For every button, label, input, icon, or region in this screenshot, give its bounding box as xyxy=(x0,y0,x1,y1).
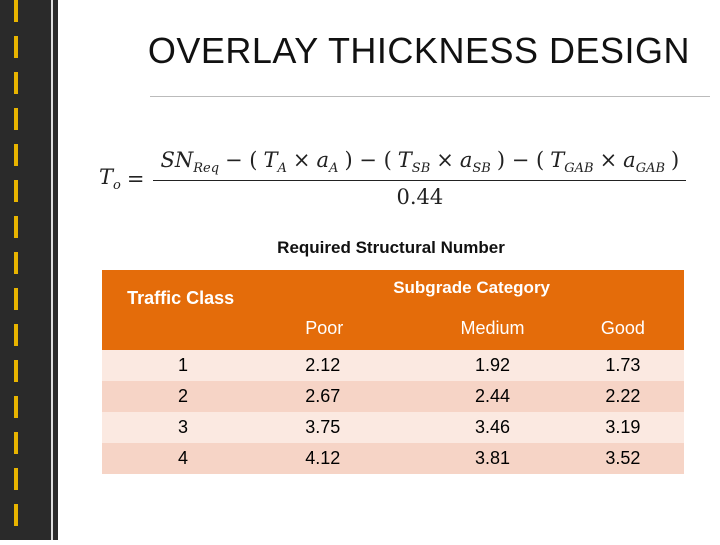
numerator: SNReq − (TA × aA) − (TSB × aSB) − (TGAB × aGAB) xyxy=(153,148,687,182)
formula-token: aSB xyxy=(460,148,491,176)
token-text: SN xyxy=(160,148,194,172)
formula-token: aA xyxy=(317,148,339,176)
token-text: − ( xyxy=(225,148,258,172)
slide-title: OVERLAY THICKNESS DESIGN xyxy=(147,30,690,71)
formula: To = SNReq − (TA × aA) − (TSB × aSB) − (TGAB × a… xyxy=(96,148,687,210)
table-cell: 3.46 xyxy=(423,412,562,443)
table-cell: 2.22 xyxy=(561,381,684,412)
table-cell: 1.73 xyxy=(561,350,684,381)
formula-token: TGAB xyxy=(550,148,593,176)
token-text: T xyxy=(550,148,565,172)
formula-token: ) − ( xyxy=(344,148,391,172)
token-subscript: SB xyxy=(411,161,431,177)
column-header: Poor xyxy=(259,306,424,350)
formula-token: ) xyxy=(671,148,679,172)
row-header: Traffic Class xyxy=(102,270,260,350)
token-subscript: o xyxy=(113,177,121,193)
table-cell: 1.92 xyxy=(423,350,562,381)
row-label: 2 xyxy=(102,381,260,412)
token-text: ) − ( xyxy=(496,148,545,172)
token-subscript: GAB xyxy=(564,161,594,177)
table-cell: 2.12 xyxy=(259,350,424,381)
token-text: a xyxy=(316,148,330,172)
denominator: 0.44 xyxy=(396,185,444,210)
token-text: T xyxy=(397,148,412,172)
group-header: Subgrade Category xyxy=(259,270,684,307)
table-row: 4 4.12 3.81 3.52 xyxy=(102,443,684,474)
table-cell: 3.19 xyxy=(561,412,684,443)
table-cell: 3.75 xyxy=(259,412,424,443)
formula-token: × xyxy=(293,148,311,172)
token-text: a xyxy=(623,148,636,172)
formula-token: aGAB xyxy=(623,148,665,176)
formula-token: To xyxy=(99,165,121,193)
token-text: T xyxy=(263,148,278,172)
token-text: × xyxy=(436,148,454,172)
token-subscript: A xyxy=(277,161,287,177)
formula-token: = xyxy=(127,167,145,191)
data-table: Traffic Class Subgrade Category Poor Medi… xyxy=(102,270,684,474)
column-header: Medium xyxy=(423,306,562,350)
token-text: ) − ( xyxy=(344,148,392,172)
row-label: 3 xyxy=(102,412,260,443)
table-row: 2 2.67 2.44 2.22 xyxy=(102,381,684,412)
row-label: 4 xyxy=(102,443,260,474)
token-subscript: Req xyxy=(193,161,220,177)
fraction: SNReq − (TA × aA) − (TSB × aSB) − (TGAB × aGAB)… xyxy=(153,148,687,210)
table-caption: Required Structural Number xyxy=(277,238,505,257)
road-lines xyxy=(14,0,53,540)
formula-token: ) − ( xyxy=(497,148,544,172)
formula-token: − ( xyxy=(225,148,257,172)
table-cell: 2.67 xyxy=(259,381,424,412)
formula-token: × xyxy=(436,148,454,172)
table-cell: 3.52 xyxy=(561,443,684,474)
formula-lhs: To = xyxy=(96,165,147,193)
token-text: a xyxy=(459,148,473,172)
table-row: 3 3.75 3.46 3.19 xyxy=(102,412,684,443)
token-text: × xyxy=(599,148,618,172)
token-subscript: A xyxy=(329,161,339,177)
formula-token: SNReq xyxy=(160,148,219,176)
title-rule xyxy=(150,96,710,97)
row-label: 1 xyxy=(102,350,260,381)
token-text: ) xyxy=(671,148,680,172)
token-subscript: SB xyxy=(472,161,491,177)
table-row: 1 2.12 1.92 1.73 xyxy=(102,350,684,381)
formula-token: × xyxy=(600,148,618,172)
table-cell: 2.44 xyxy=(423,381,562,412)
token-text: T xyxy=(99,164,114,189)
token-text: × xyxy=(292,148,311,172)
column-header: Good xyxy=(561,306,684,350)
table-cell: 3.81 xyxy=(423,443,562,474)
formula-token: TA xyxy=(264,148,287,176)
formula-token: TSB xyxy=(398,148,430,176)
token-subscript: GAB xyxy=(635,161,666,177)
road-decoration xyxy=(0,0,58,540)
token-text: = xyxy=(126,166,145,191)
table-cell: 4.12 xyxy=(259,443,424,474)
